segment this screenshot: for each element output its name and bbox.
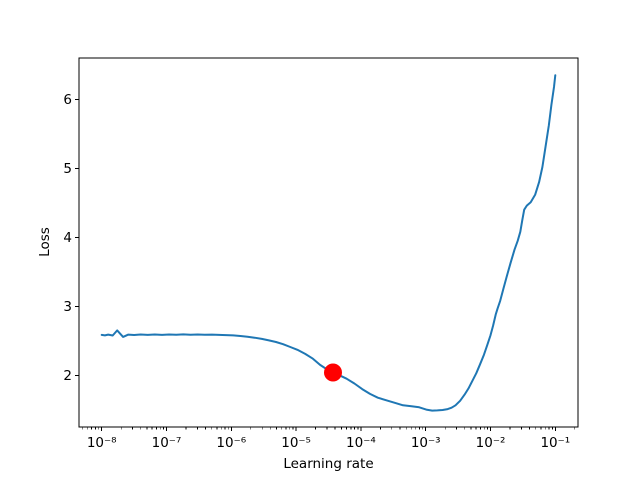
x-tick-label: 10⁻⁶ [216, 435, 246, 451]
y-tick-label: 6 [63, 92, 72, 108]
x-tick-label: 10⁻¹ [540, 435, 570, 451]
x-tick-label: 10⁻² [476, 435, 506, 451]
x-tick-label: 10⁻⁸ [87, 435, 117, 451]
y-axis-title: Loss [37, 227, 53, 257]
plot-frame [78, 57, 579, 428]
x-axis-minor-ticks [81, 427, 576, 430]
x-axis-major-ticks [101, 427, 556, 431]
y-tick-label: 2 [63, 368, 72, 384]
x-tick-label: 10⁻⁴ [346, 435, 376, 451]
x-tick-label: 10⁻³ [411, 435, 441, 451]
y-tick-label: 3 [63, 299, 72, 315]
y-axis-ticks [75, 98, 79, 376]
y-tick-label: 5 [63, 161, 72, 177]
x-axis-title: Learning rate [283, 456, 373, 472]
loss-curve [100, 74, 557, 412]
suggested-lr-marker [324, 363, 342, 382]
x-tick-label: 10⁻⁵ [281, 435, 311, 451]
y-tick-label: 4 [63, 230, 72, 246]
x-tick-label: 10⁻⁷ [152, 435, 182, 451]
